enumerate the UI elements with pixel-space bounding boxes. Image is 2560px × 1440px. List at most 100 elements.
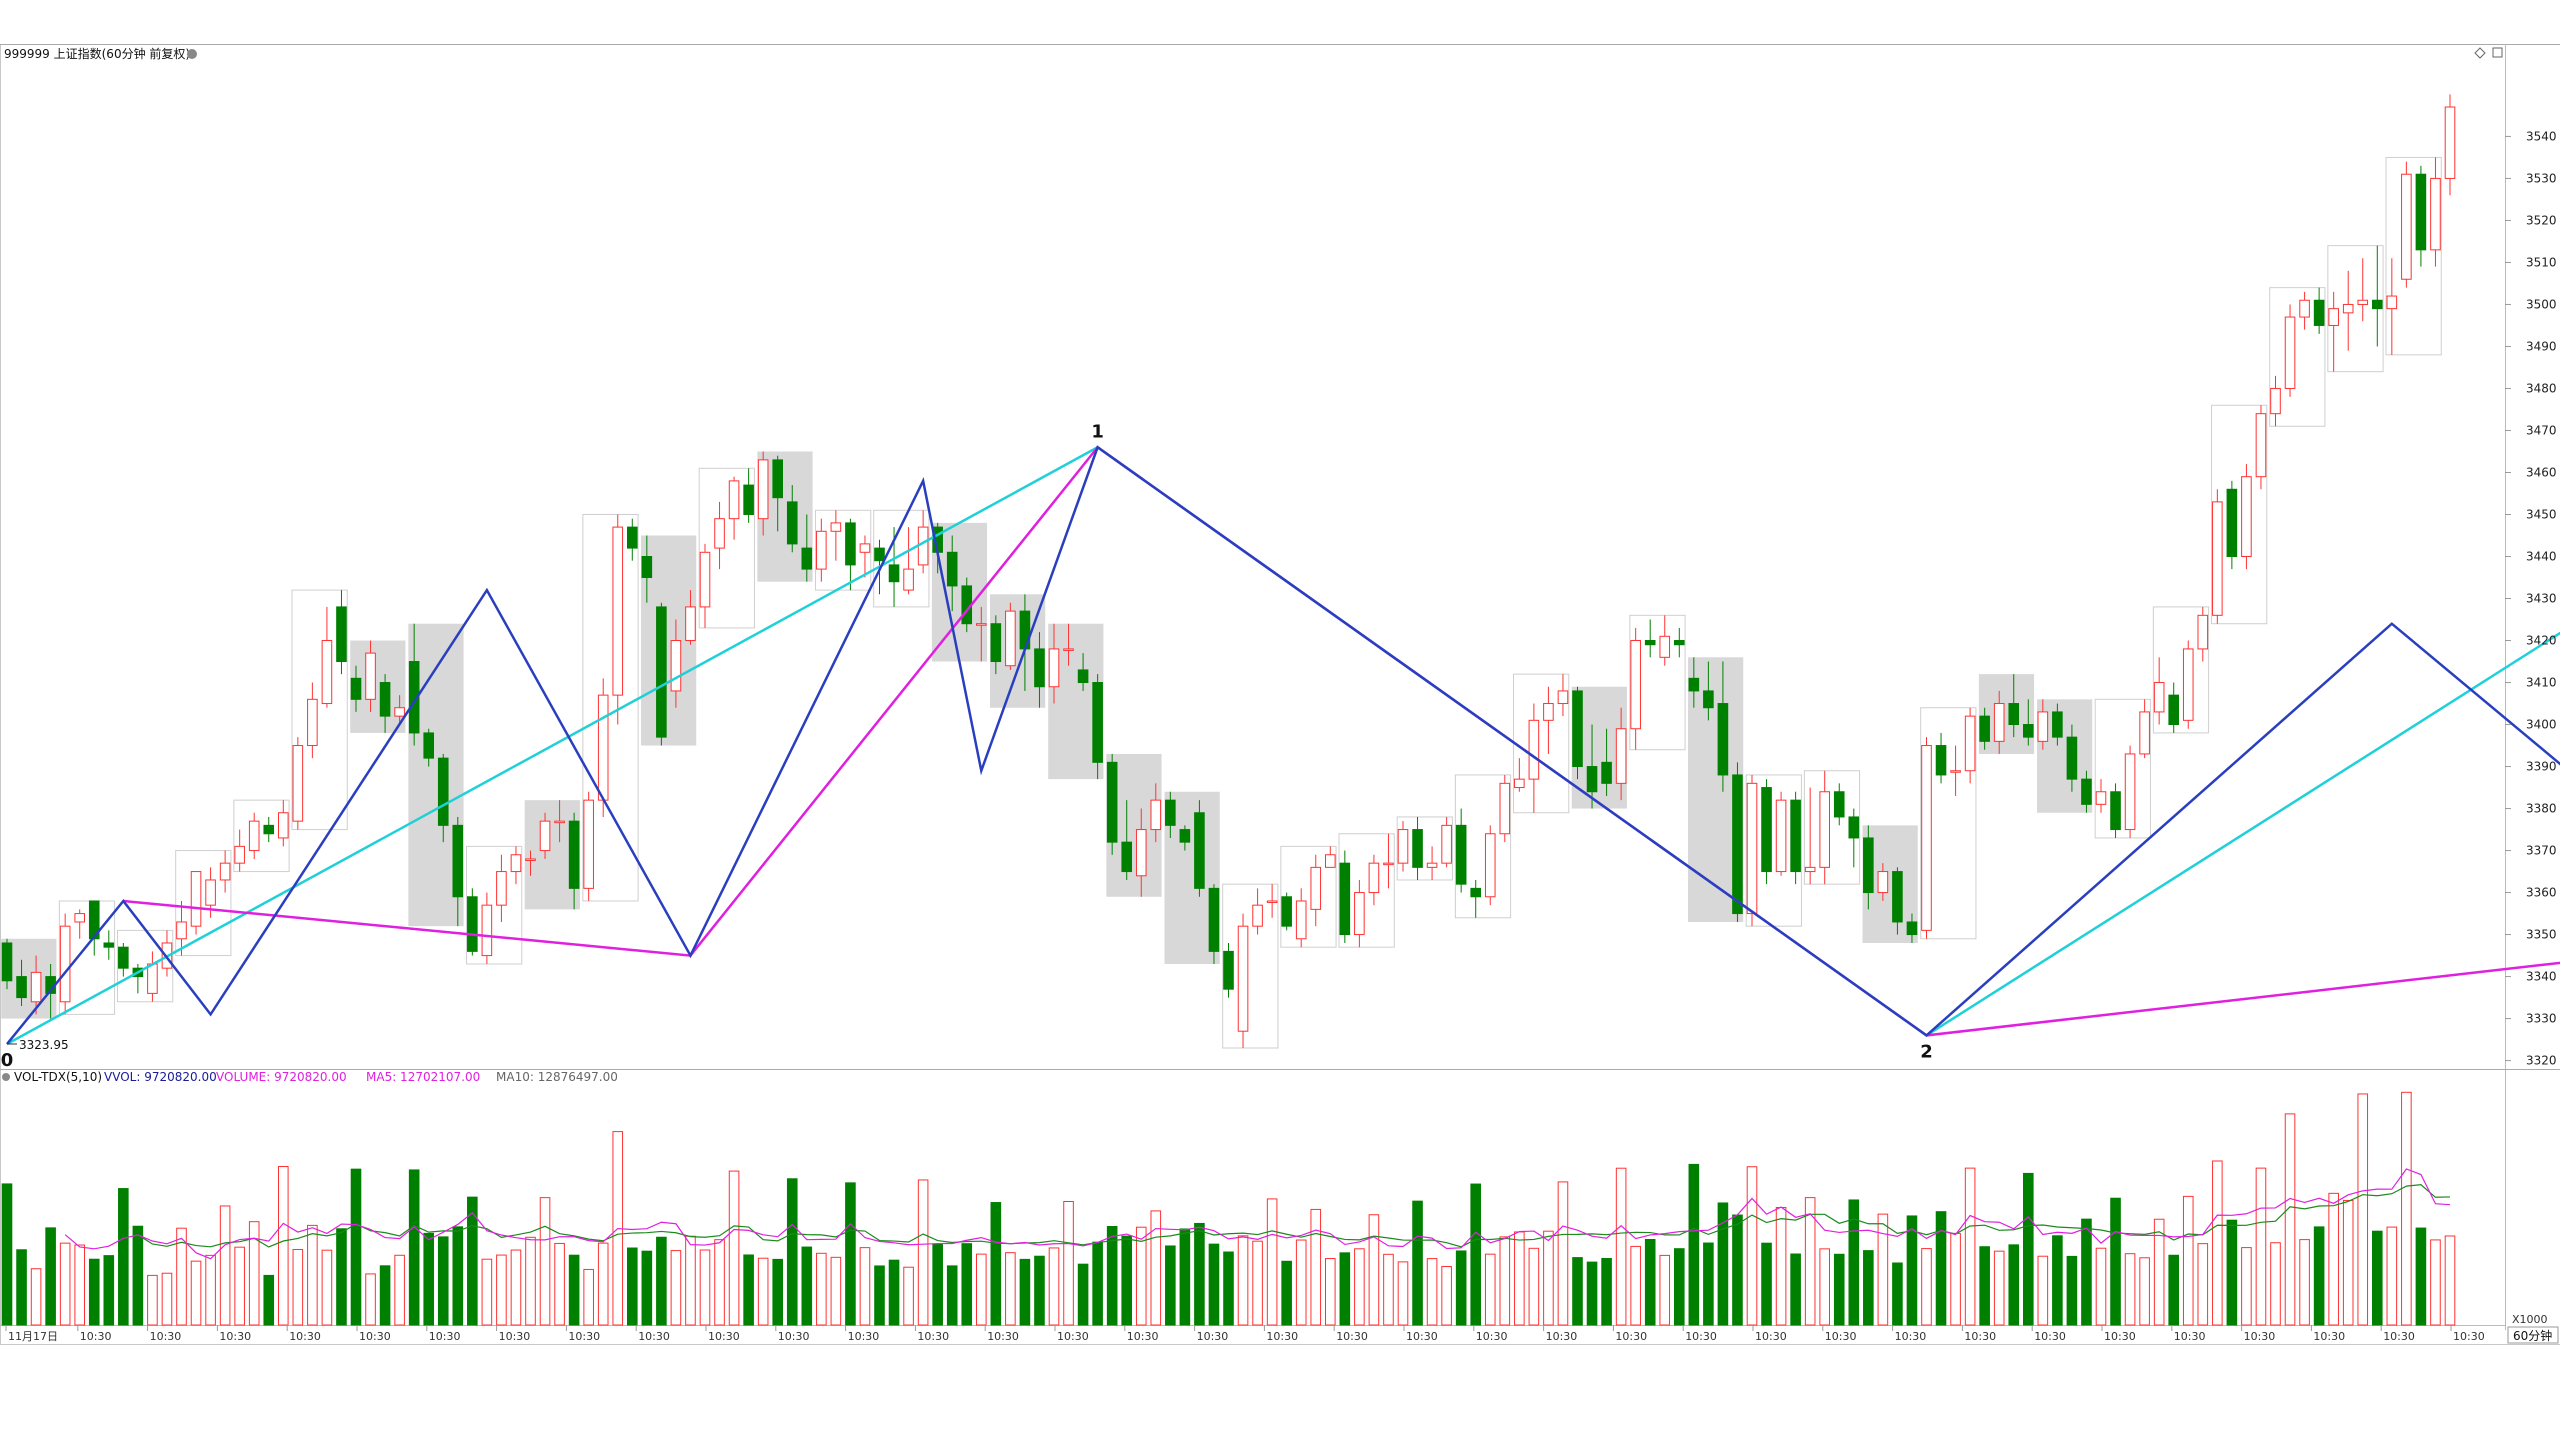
volume-bar — [408, 1169, 420, 1326]
candle-body — [2430, 177, 2441, 251]
volume-bar — [394, 1254, 405, 1326]
candle-body — [2371, 299, 2383, 310]
time-tick-label: 10:30 — [1685, 1330, 1717, 1343]
volume-bar — [1993, 1250, 2005, 1326]
candle — [190, 871, 202, 935]
candle-body — [394, 707, 405, 717]
candle-body — [1906, 921, 1918, 936]
candle-body — [1601, 761, 1612, 784]
range-box — [1222, 883, 1279, 1049]
candle-body — [772, 459, 784, 499]
volume-bar — [568, 1254, 580, 1326]
time-tick-label: 10:30 — [917, 1330, 949, 1343]
candle-body — [859, 543, 871, 553]
volume-bar — [2226, 1219, 2238, 1326]
volume-bar — [2371, 1230, 2383, 1326]
candle — [1572, 686, 1583, 780]
candle-range-boxes — [1, 156, 2442, 1049]
candle — [1368, 854, 1380, 906]
candle — [452, 816, 464, 927]
price-tick-label: 3360 — [2526, 886, 2557, 900]
candle — [1426, 846, 1438, 880]
candle-body — [2124, 753, 2136, 831]
volume-bar — [2081, 1218, 2092, 1326]
candle — [2342, 270, 2354, 351]
candle — [2110, 783, 2121, 838]
candle-body — [1383, 862, 1394, 866]
time-tick-label: 10:30 — [1825, 1330, 1857, 1343]
diamond-icon[interactable] — [2474, 47, 2486, 59]
price-tick-label: 3480 — [2526, 381, 2557, 395]
settings-icon[interactable] — [187, 49, 197, 59]
time-tick-label: 10:30 — [429, 1330, 461, 1343]
candle — [1295, 888, 1307, 948]
candle — [1397, 821, 1409, 872]
candle-body — [74, 913, 86, 923]
candle — [903, 527, 914, 595]
volume-bar — [2022, 1172, 2034, 1326]
volume-bar — [1514, 1231, 1525, 1326]
candle — [714, 501, 725, 570]
range-box — [1396, 816, 1453, 881]
candle — [1950, 745, 1961, 796]
candle-body — [2037, 711, 2049, 742]
volume-bar — [2182, 1195, 2194, 1326]
volume-bar — [307, 1224, 318, 1326]
price-tick-label: 3350 — [2526, 928, 2557, 942]
candle-body — [1455, 824, 1467, 885]
candle — [1979, 707, 1990, 750]
volume-bar — [1528, 1247, 1540, 1326]
candle — [1092, 674, 1103, 780]
volume-bar — [481, 1258, 493, 1326]
range-box — [1629, 614, 1686, 751]
volume-bar — [1048, 1247, 1060, 1326]
volume-bar — [1906, 1215, 1918, 1326]
candle — [699, 543, 711, 628]
volume-bar — [1979, 1246, 1990, 1326]
period-box[interactable] — [2507, 1326, 2559, 1344]
volume-bar — [1833, 1253, 1845, 1326]
candle-body — [1441, 824, 1452, 864]
volume-ma5-line — [64, 1168, 2451, 1260]
candle-body — [1048, 648, 1060, 688]
price-tick-label: 3470 — [2526, 423, 2557, 437]
volume-bar — [1223, 1251, 1234, 1326]
candle-body — [336, 606, 347, 663]
volume-bar — [2095, 1247, 2107, 1326]
range-box — [291, 589, 348, 831]
candle-body — [2342, 303, 2354, 314]
price-tick-label: 3430 — [2526, 592, 2557, 606]
volume-bar — [1412, 1200, 1423, 1326]
window-icon[interactable] — [2492, 47, 2503, 58]
volume-bar — [88, 1258, 100, 1326]
volume-bar — [1499, 1236, 1511, 1326]
volume-bar — [1252, 1240, 1263, 1326]
volume-bar — [2139, 1257, 2150, 1326]
time-tick-label: 10:30 — [150, 1330, 182, 1343]
time-tick-label: 10:30 — [1476, 1330, 1508, 1343]
volume-bar — [2037, 1255, 2049, 1326]
volume-bar — [1761, 1242, 1772, 1326]
candle-body — [292, 745, 304, 822]
volume-bar — [1688, 1163, 1700, 1326]
time-tick-label: 10:30 — [359, 1330, 391, 1343]
volume-bar — [248, 1221, 260, 1326]
candle — [176, 900, 187, 956]
volume-bar — [772, 1258, 784, 1326]
volume-bar — [539, 1197, 551, 1326]
candle-body — [88, 900, 100, 940]
candle — [423, 728, 435, 767]
volume-bar — [554, 1242, 565, 1326]
chart-title: 999999 上证指数(60分钟 前复权) — [4, 46, 190, 61]
price-tick-label: 3330 — [2526, 1012, 2557, 1026]
candle-body — [1688, 677, 1700, 692]
candle — [147, 951, 158, 1002]
volume-header: VOL-TDX(5,10) VVOL: 9720820.00 VOLUME: 9… — [2, 1070, 618, 1084]
volume-bar — [59, 1242, 71, 1326]
candle-body — [1775, 799, 1787, 873]
candle-body — [1426, 862, 1438, 868]
time-tick-label: 10:30 — [568, 1330, 600, 1343]
candle — [234, 829, 245, 872]
candle-body — [467, 896, 478, 952]
